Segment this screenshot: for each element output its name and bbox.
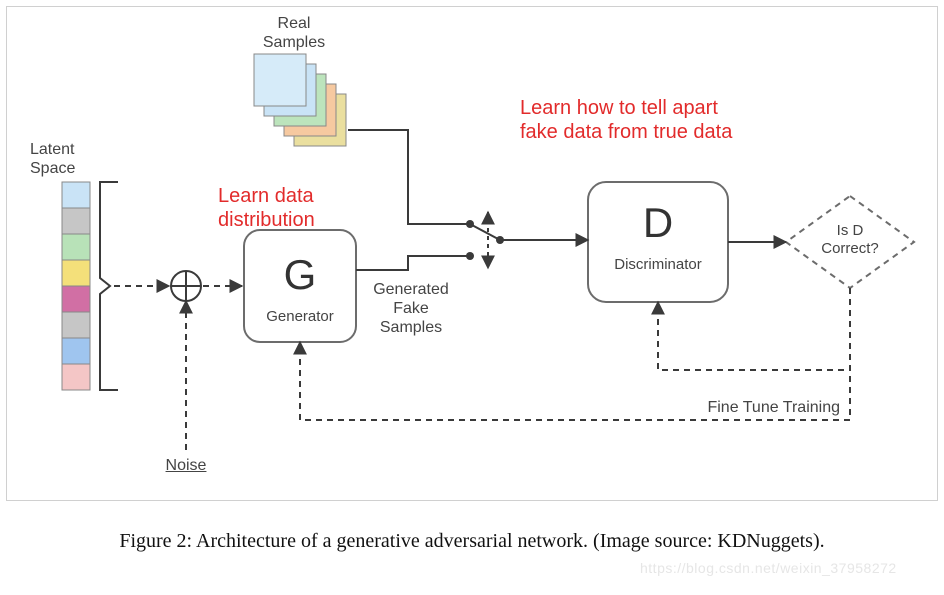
watermark: https://blog.csdn.net/weixin_37958272 <box>640 560 897 576</box>
latent-cell <box>62 208 90 234</box>
latent-cell <box>62 286 90 312</box>
latent-cell <box>62 364 90 390</box>
real-sample-card <box>254 54 306 106</box>
latent-space-label: LatentSpace <box>30 140 120 178</box>
noise-label: Noise <box>156 456 216 475</box>
real-samples-label: RealSamples <box>244 14 344 52</box>
generated-samples-label: GeneratedFakeSamples <box>356 280 466 338</box>
generator-small-label: Generator <box>244 308 356 326</box>
latent-cell <box>62 338 90 364</box>
latent-cell <box>62 234 90 260</box>
learn-distribution-annotation: Learn datadistribution <box>218 184 388 232</box>
latent-cell <box>62 312 90 338</box>
line-gen-to-switch <box>356 256 470 270</box>
fine-tune-label: Fine Tune Training <box>640 398 840 417</box>
diagram-svg <box>0 0 944 595</box>
latent-cell <box>62 182 90 208</box>
tell-apart-annotation: Learn how to tell apartfake data from tr… <box>520 96 840 144</box>
generator-big-letter: G <box>244 250 356 300</box>
latent-cell <box>62 260 90 286</box>
figure-caption: Figure 2: Architecture of a generative a… <box>0 530 944 553</box>
is-d-correct-label: Is DCorrect? <box>806 222 894 258</box>
discriminator-small-label: Discriminator <box>588 256 728 274</box>
discriminator-big-letter: D <box>588 198 728 248</box>
